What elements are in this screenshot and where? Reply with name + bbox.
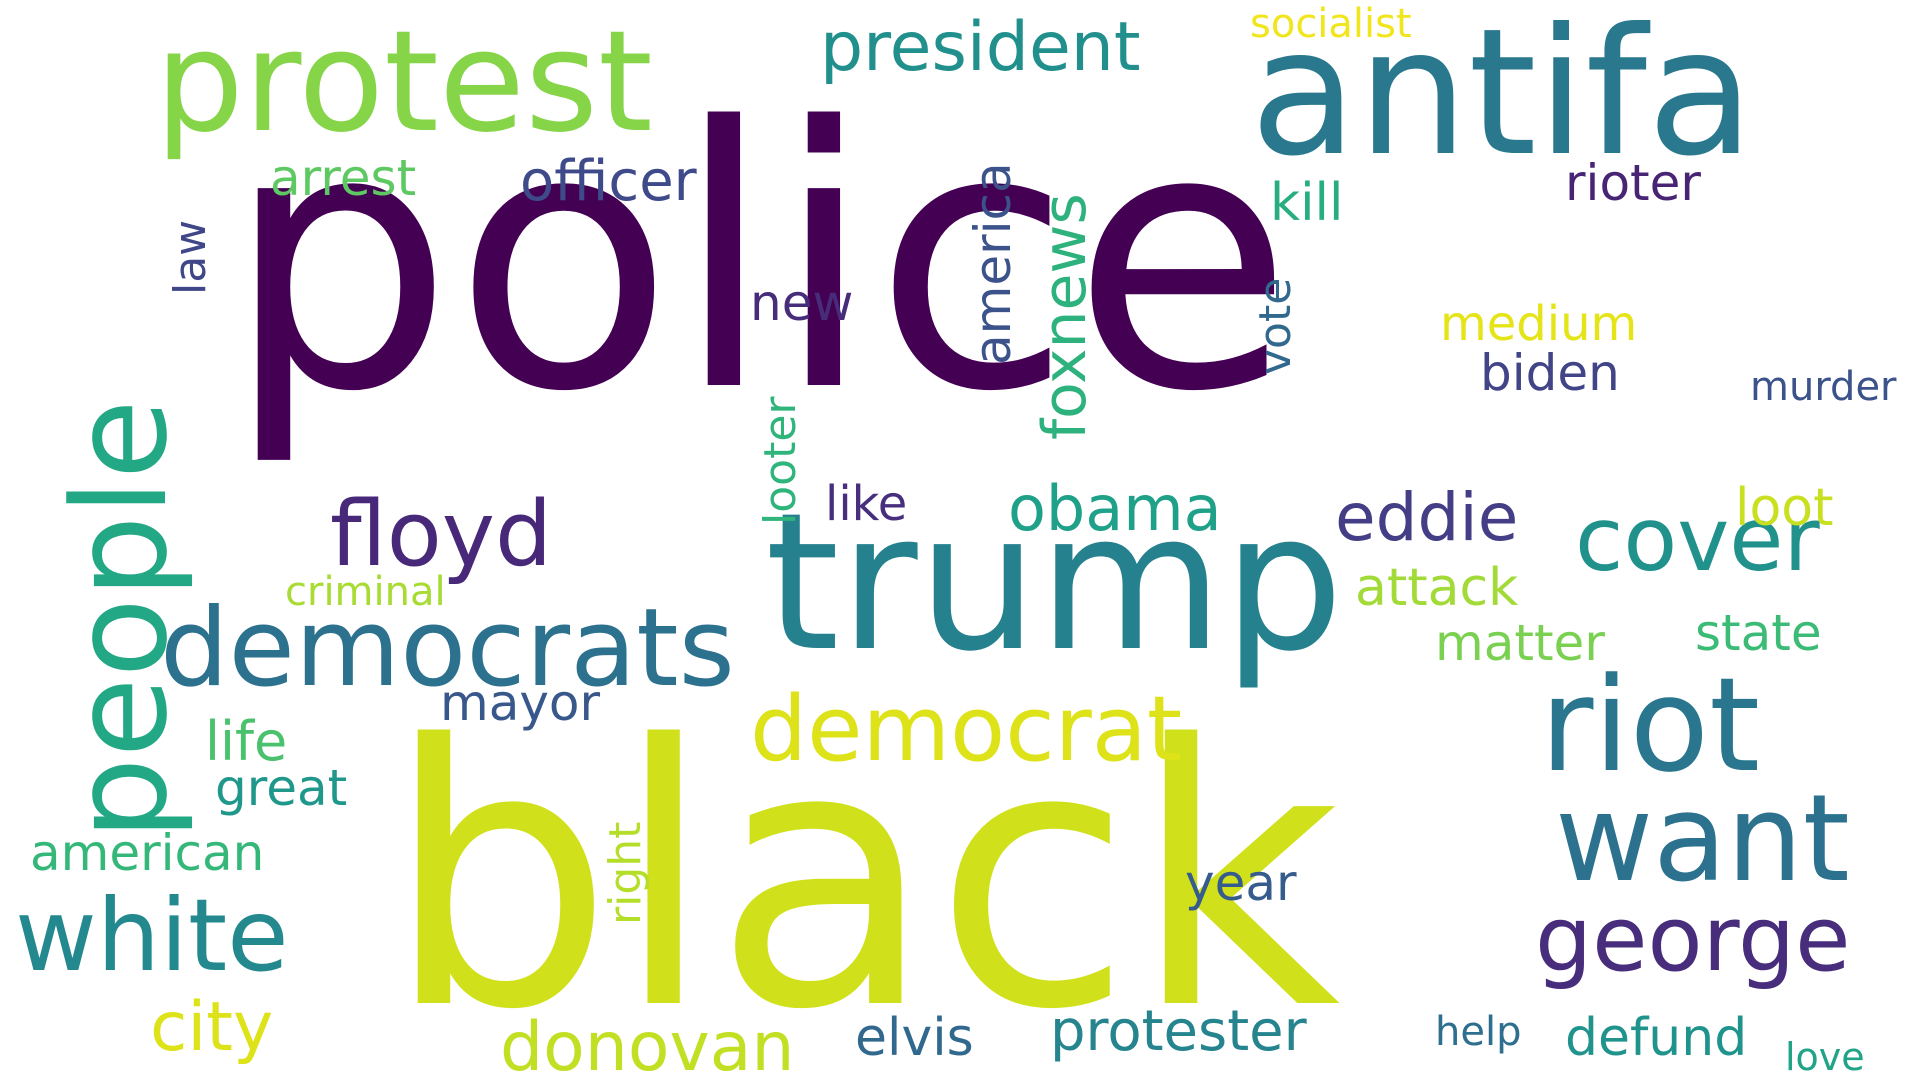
word-vote: vote [1250,278,1301,375]
word-trump: trump [765,472,1344,693]
word-riot: riot [1540,649,1760,801]
word-george: george [1535,887,1850,992]
word-democrat: democrat [750,677,1182,782]
word-white: white [15,877,289,994]
word-great: great [215,759,347,817]
word-year: year [1185,854,1297,912]
word-biden: biden [1480,344,1620,402]
word-protester: protester [1050,999,1308,1064]
word-socialist: socialist [1250,1,1412,47]
word-antifa: antifa [1250,0,1754,195]
word-cover: cover [1575,488,1820,591]
word-american: american [30,824,264,882]
word-help: help [1435,1009,1521,1055]
word-state: state [1695,604,1822,662]
word-president: president [820,8,1141,87]
word-law: law [165,220,216,295]
word-officer: officer [520,149,698,214]
word-floyd: floyd [330,482,552,587]
word-protest: protest [155,1,653,164]
word-matter: matter [1435,614,1605,672]
word-foxnews: foxnews [1030,193,1100,440]
word-democrats: democrats [160,586,735,711]
word-defund: defund [1565,1008,1747,1068]
word-like: like [825,476,907,532]
word-america: america [964,162,1022,365]
word-people: people [44,399,196,840]
word-city: city [150,988,273,1067]
word-criminal: criminal [285,569,446,615]
word-rioter: rioter [1565,154,1701,212]
word-elvis: elvis [855,1008,974,1068]
word-mayor: mayor [440,674,601,732]
word-arrest: arrest [270,149,416,207]
word-police: police [225,51,1293,470]
word-right: right [600,822,651,925]
word-life: life [205,710,287,773]
word-murder: murder [1750,364,1897,410]
word-eddie: eddie [1335,479,1518,556]
word-new: new [750,274,853,332]
word-looter: looter [755,396,806,525]
word-medium: medium [1440,296,1637,352]
word-kill: kill [1270,173,1343,233]
word-attack: attack [1355,558,1518,618]
word-loot: loot [1735,478,1833,538]
word-love: love [1785,1035,1865,1079]
word-black: black [385,669,1341,1080]
word-obama: obama [1008,472,1222,545]
word-donovan: donovan [500,1008,794,1080]
word-want: want [1555,770,1850,909]
